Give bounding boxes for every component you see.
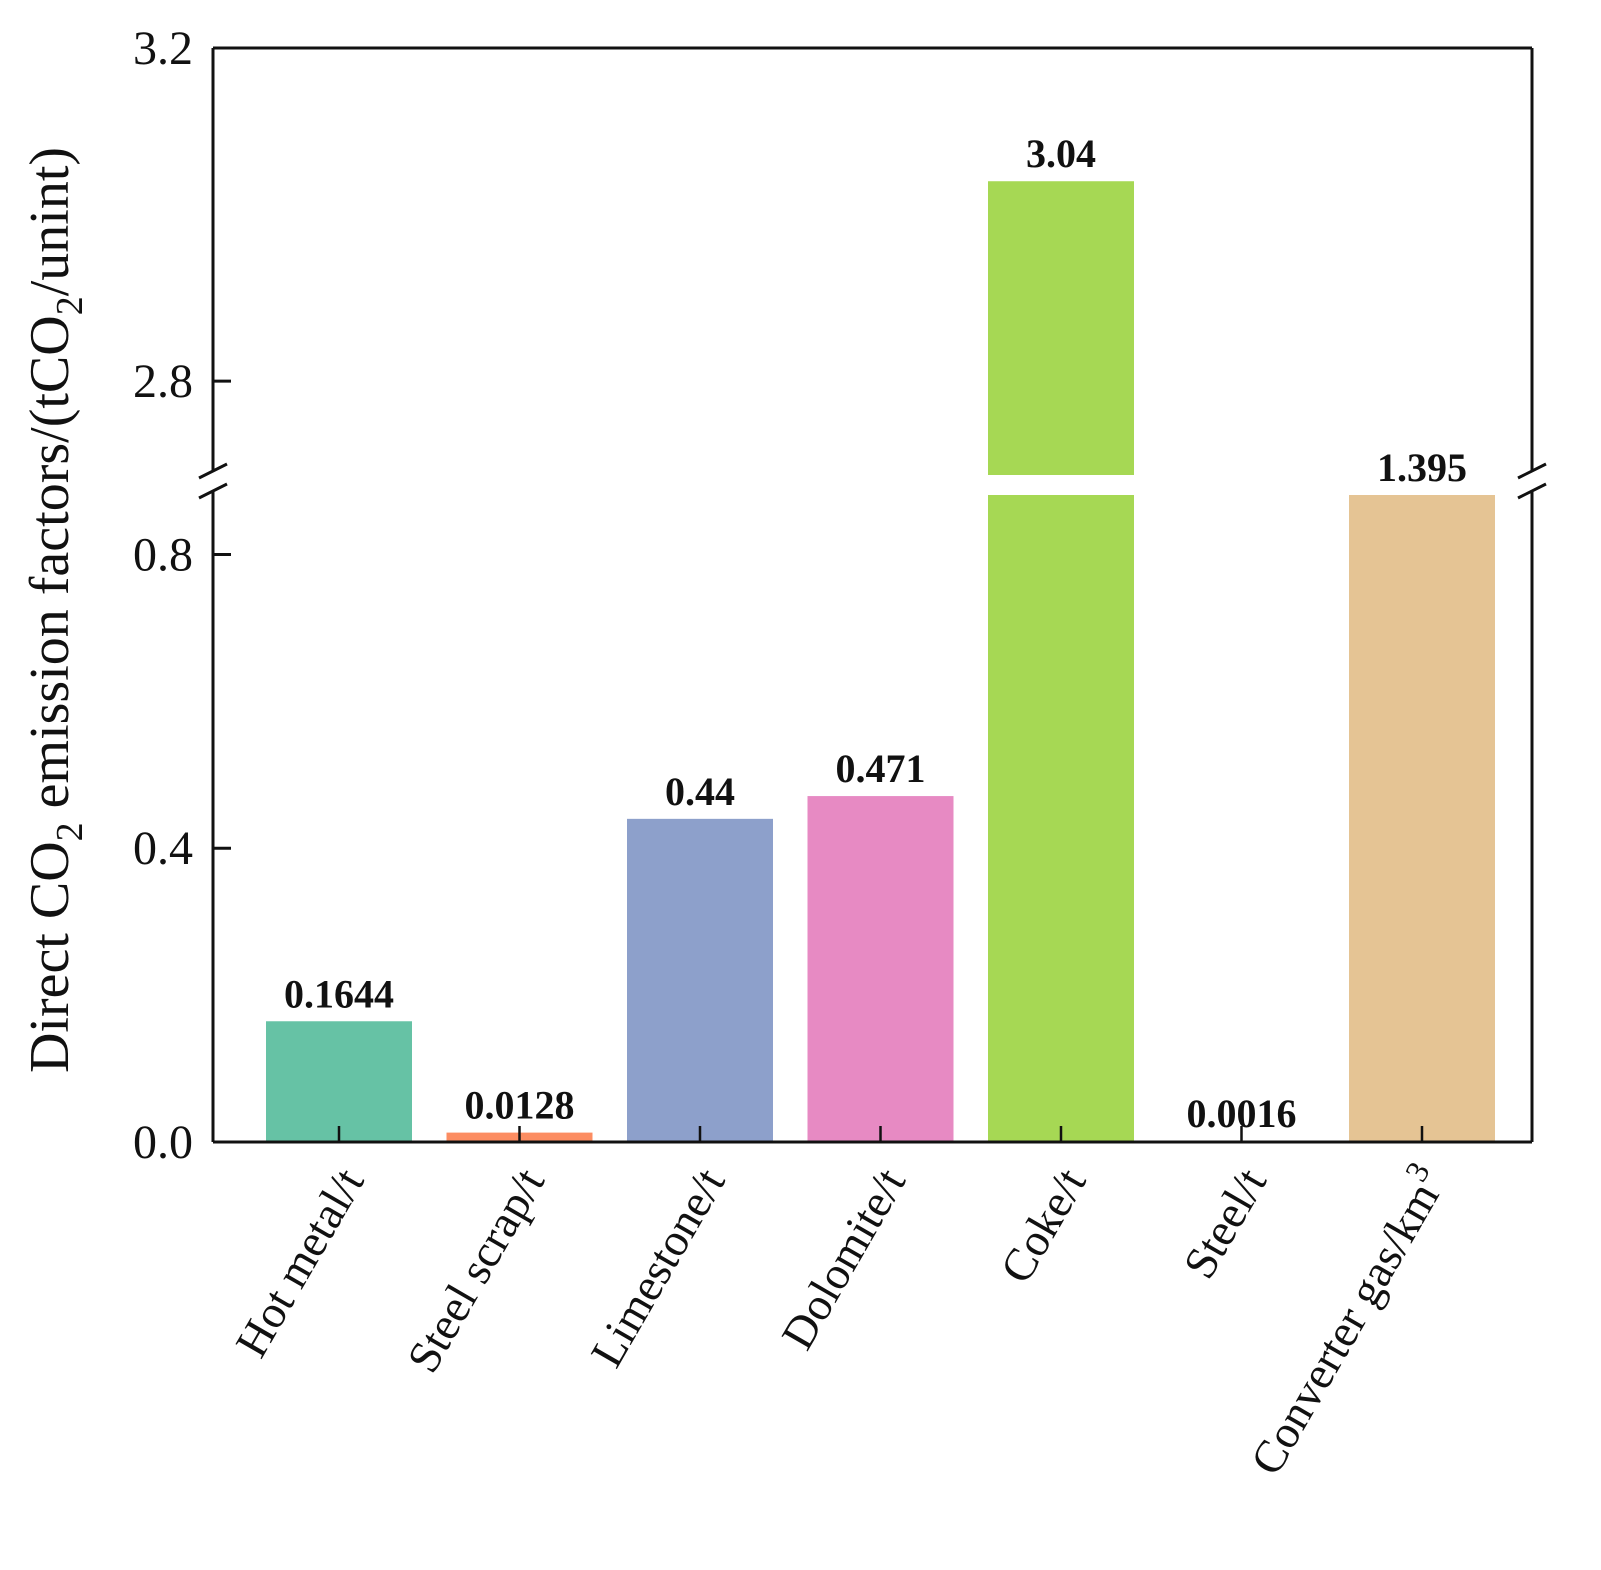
x-tick-label-6: Converter gas/km3 (1233, 1156, 1456, 1484)
break-mark-1-a (1517, 462, 1547, 480)
value-label-5: 0.0016 (1187, 1091, 1297, 1136)
break-mark-0-a (198, 462, 228, 480)
x-tick-label-3: Dolomite/t (771, 1159, 915, 1357)
break-mark-1-b (1517, 482, 1547, 500)
y-axis-title: Direct CO2 emission factors/(tCO2/unint) (19, 147, 91, 1073)
y-tick-label-upper-1: 3.2 (133, 22, 193, 75)
value-label-2: 0.44 (665, 769, 735, 814)
bars-group (266, 181, 1495, 1143)
value-label-6: 1.395 (1377, 445, 1467, 490)
y-tick-label-upper-0: 2.8 (133, 355, 193, 408)
x-tick-label-4: Coke/t (990, 1159, 1096, 1291)
break-mark-0-b (198, 482, 228, 500)
bar-3 (807, 796, 954, 1142)
x-tick-label-5: Steel/t (1173, 1159, 1276, 1286)
y-tick-label-lower-1: 0.4 (133, 822, 193, 875)
bar-4-upper (988, 181, 1134, 475)
value-label-3: 0.471 (836, 746, 926, 791)
value-label-4: 3.04 (1026, 131, 1096, 176)
axes-group (198, 46, 1547, 1144)
x-tick-label-0: Hot metal/t (225, 1159, 373, 1365)
x-tick-label-1: Steel scrap/t (397, 1159, 554, 1380)
y-tick-label-lower-0: 0.0 (133, 1116, 193, 1169)
x-tick-label-2: Limestone/t (581, 1159, 735, 1375)
labels-group: 0.1644 Hot metal/t 0.0128 Steel scrap/t 0.44… (133, 22, 1467, 1483)
bar-0 (266, 1021, 412, 1142)
bar-2 (627, 818, 773, 1142)
bar-6 (1349, 495, 1495, 1142)
value-label-1: 0.0128 (465, 1083, 575, 1128)
bar-4-lower (988, 495, 1134, 1142)
y-tick-label-lower-2: 0.8 (133, 528, 193, 581)
value-label-0: 0.1644 (284, 971, 394, 1016)
